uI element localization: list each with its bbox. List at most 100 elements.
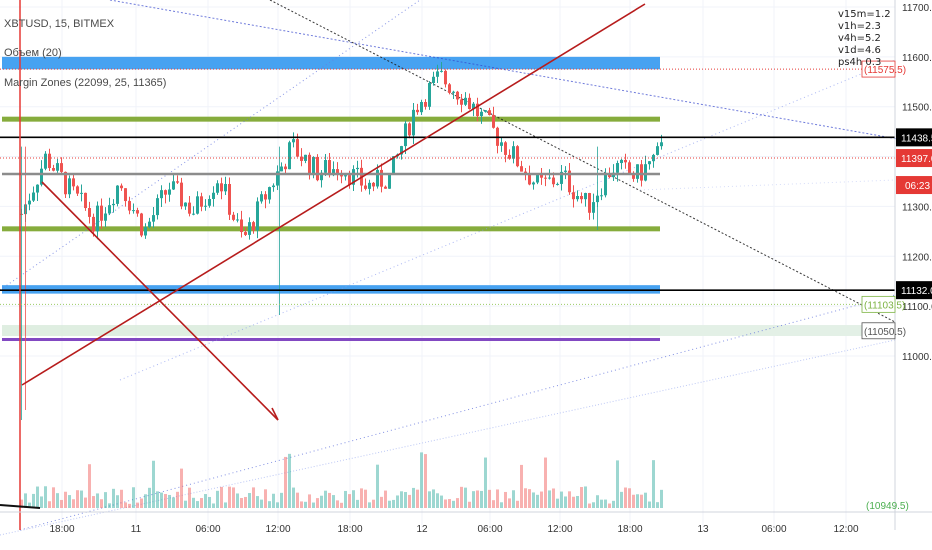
- time-tick-label: 12:00: [833, 524, 858, 535]
- volume-bar: [448, 499, 451, 508]
- zone-top-tag: (11575.5): [864, 65, 906, 76]
- candle-up: [464, 97, 467, 105]
- volume-bar: [156, 491, 159, 508]
- volume-bar: [124, 502, 127, 508]
- time-tick-label: 06:00: [761, 524, 786, 535]
- legend-margin-zones[interactable]: Margin Zones (22099, 25, 11365): [4, 77, 167, 89]
- volume-bar: [588, 503, 591, 508]
- volume-bar: [288, 453, 291, 508]
- candle-up: [192, 213, 195, 215]
- volume-bar: [200, 498, 203, 508]
- candle-up: [236, 219, 239, 221]
- candle-down: [580, 196, 583, 200]
- volume-bar: [304, 501, 307, 508]
- candle-up: [168, 189, 171, 195]
- volume-bar: [504, 491, 507, 508]
- volume-bar: [436, 493, 439, 508]
- zone-blue: [2, 56, 660, 70]
- time-tick-label: 18:00: [49, 524, 74, 535]
- candle-down: [628, 162, 631, 173]
- volume-bar: [640, 494, 643, 508]
- candle-up: [288, 142, 291, 170]
- zone-low-tag: (11050.5): [864, 327, 906, 338]
- candle-up: [532, 182, 535, 185]
- candle-up: [256, 201, 259, 231]
- countdown-tag-bg: [896, 176, 932, 195]
- volume-bar: [224, 502, 227, 508]
- volume-layer: [20, 452, 663, 508]
- volume-bar: [420, 452, 423, 508]
- volume-bar: [364, 489, 367, 508]
- volume-bar: [632, 494, 635, 508]
- price-tick-label: 11300.0: [902, 202, 932, 213]
- trendlines-layer[interactable]: [0, 3, 646, 509]
- legend-symbol[interactable]: XBTUSD, 15, BITMEX: [4, 18, 115, 30]
- volume-bar: [208, 496, 211, 508]
- candle-down: [228, 184, 231, 215]
- trendline[interactable]: [271, 407, 279, 421]
- volume-bar: [80, 490, 83, 508]
- volume-bar: [384, 490, 387, 508]
- volume-bar: [332, 495, 335, 508]
- candle-up: [356, 167, 359, 170]
- candle-up: [172, 181, 175, 190]
- volume-bar: [228, 486, 231, 508]
- candle-down: [424, 102, 427, 107]
- time-tick-label: 06:00: [195, 524, 220, 535]
- volume-bar: [220, 486, 223, 508]
- candle-down: [88, 208, 91, 217]
- volume-bar: [552, 488, 555, 508]
- candle-down: [296, 139, 299, 157]
- volume-bar: [100, 499, 103, 508]
- candle-up: [268, 187, 271, 200]
- volume-bar: [648, 501, 651, 508]
- volume-bar: [192, 497, 195, 508]
- candle-down: [188, 202, 191, 214]
- candle-down: [380, 169, 383, 187]
- volume-bar: [380, 496, 383, 508]
- trendline[interactable]: [21, 3, 646, 386]
- volume-bar: [612, 500, 615, 508]
- candle-up: [40, 168, 43, 185]
- volume-bar: [564, 496, 567, 508]
- volume-bar: [356, 499, 359, 508]
- candle-up: [440, 70, 443, 72]
- volume-bar: [24, 493, 27, 508]
- volume-bar: [324, 490, 327, 508]
- volume-bar: [116, 495, 119, 508]
- volume-bar: [404, 492, 407, 508]
- volume-bar: [176, 491, 179, 508]
- candle-down: [52, 168, 55, 171]
- volume-bar: [28, 502, 31, 508]
- bottom-left-line: [0, 504, 41, 509]
- volume-bar: [280, 492, 283, 508]
- diagonal-lines-layer: [0, 0, 932, 536]
- volume-bar: [60, 499, 63, 508]
- grid-layer: [0, 0, 895, 530]
- candle-up: [564, 170, 567, 172]
- candle-up: [332, 169, 335, 176]
- legend-volume[interactable]: Объем (20): [4, 47, 62, 59]
- volume-bar: [84, 497, 87, 508]
- candle-up: [420, 102, 423, 113]
- trendline[interactable]: [41, 181, 279, 421]
- price-tick-label: 11500.0: [902, 103, 932, 114]
- candle-up: [96, 205, 99, 232]
- volume-bar: [556, 498, 559, 508]
- candle-down: [76, 186, 79, 194]
- volume-bar: [20, 499, 23, 508]
- volume-bar: [396, 495, 399, 508]
- candle-up: [428, 83, 431, 107]
- candle-down: [492, 114, 495, 128]
- candle-down: [336, 169, 339, 175]
- volume-bar: [580, 487, 583, 508]
- candle-up: [312, 157, 315, 176]
- volume-bar: [656, 502, 659, 508]
- candle-up: [112, 203, 115, 206]
- candle-up: [584, 193, 587, 200]
- volume-bar: [144, 494, 147, 508]
- volume-bar: [488, 489, 491, 508]
- volume-bar: [388, 500, 391, 508]
- candle-down: [444, 70, 447, 85]
